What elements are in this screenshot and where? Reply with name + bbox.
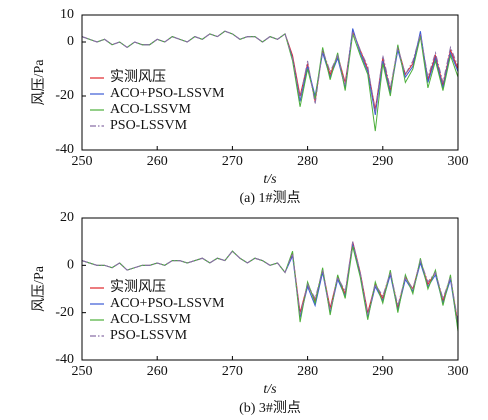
x-tick-label: 260 [147,364,168,379]
caption: (a) 1#测点 [239,190,300,206]
legend-label: ACO-LSSVM [110,102,191,117]
x-axis-label: t/s [263,172,277,187]
legend-label: ACO+PSO-LSSVM [110,296,225,311]
y-tick-label: 0 [67,34,74,49]
legend-label: PSO-LSSVM [110,118,188,133]
legend-label: 实测风压 [110,279,166,295]
y-tick-label: -20 [55,88,74,103]
x-tick-label: 260 [147,154,168,169]
x-tick-label: 300 [448,364,469,379]
y-tick-label: -20 [55,305,74,320]
x-tick-label: 280 [297,364,318,379]
x-tick-label: 250 [72,154,93,169]
legend-label: 实测风压 [110,69,166,85]
legend-label: ACO-LSSVM [110,312,191,327]
y-tick-label: -40 [55,142,74,157]
plot-frame [81,217,459,361]
x-tick-label: 270 [222,364,243,379]
x-tick-label: 290 [372,364,393,379]
y-tick-label: -40 [55,352,74,367]
x-axis-label: t/s [263,382,277,397]
data-line [81,241,459,323]
plot-frame [81,14,459,151]
data-line [81,29,459,113]
y-tick-label: 10 [60,7,74,22]
caption: (b) 3#测点 [239,400,301,416]
x-tick-label: 300 [448,154,469,169]
x-tick-label: 270 [222,154,243,169]
y-axis-label: 风压/Pa [32,265,47,312]
x-tick-label: 250 [72,364,93,379]
y-tick-label: 20 [60,210,74,225]
x-tick-label: 280 [297,154,318,169]
y-axis-label: 风压/Pa [32,59,47,106]
legend-label: ACO+PSO-LSSVM [110,86,225,101]
y-tick-label: 0 [67,258,74,273]
x-tick-label: 290 [372,154,393,169]
legend-label: PSO-LSSVM [110,328,188,343]
